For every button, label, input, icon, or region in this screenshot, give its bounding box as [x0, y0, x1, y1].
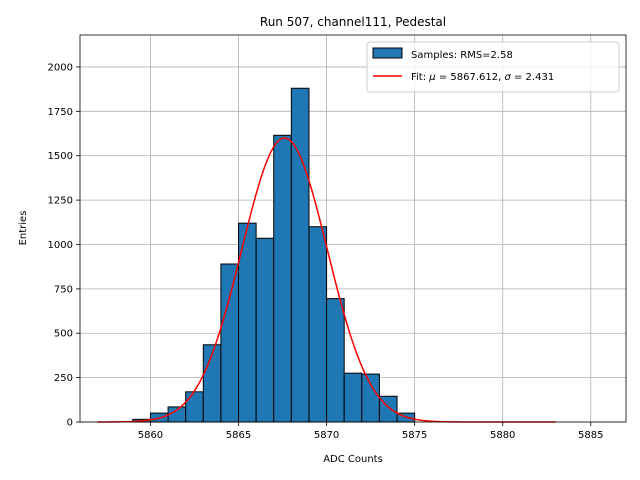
x-tick-label: 5875	[402, 430, 427, 441]
x-tick-label: 5860	[138, 430, 163, 441]
y-axis-label: Entries	[18, 211, 29, 246]
y-tick-label: 250	[54, 373, 73, 384]
x-tick-label: 5865	[226, 430, 251, 441]
legend-histogram-label: Samples: RMS=2.58	[411, 50, 513, 61]
histogram-bar	[290, 87, 310, 423]
x-axis-label: ADC Counts	[323, 454, 383, 465]
grid	[80, 35, 626, 423]
histogram-bar	[202, 344, 222, 423]
histogram-bar	[220, 263, 240, 423]
y-tick-label: 1000	[48, 240, 73, 251]
histogram-bar	[308, 226, 328, 423]
chart-title: Run 507, channel111, Pedestal	[260, 15, 446, 29]
legend-histogram-swatch	[372, 47, 403, 59]
histogram-bar	[273, 134, 292, 423]
legend: Samples: RMS=2.58 Fit: μ = 5867.612, σ =…	[366, 41, 620, 93]
legend-fit-mu-symbol: μ	[428, 72, 435, 83]
legend-fit-label: Fit: μ = 5867.612, σ = 2.431	[411, 72, 554, 83]
legend-fit-prefix: Fit:	[411, 72, 429, 83]
legend-fit-sigma-value: = 2.431	[511, 72, 554, 83]
y-tick-label: 1250	[48, 196, 73, 207]
x-tick-label: 5880	[490, 430, 515, 441]
y-tick-label: 2000	[48, 62, 73, 73]
y-tick-label: 1500	[48, 151, 73, 162]
histogram-bar	[255, 237, 275, 423]
y-tick-label: 500	[54, 329, 73, 340]
x-axis-ticks: 5860 5865 5870 5875 5880 5885	[138, 422, 604, 441]
legend-fit-mu-value: = 5867.612,	[436, 72, 505, 83]
legend-box	[366, 41, 620, 93]
y-tick-label: 0	[67, 418, 73, 429]
histogram-bars	[132, 87, 416, 423]
histogram-bar	[361, 373, 380, 423]
y-tick-label: 1750	[48, 107, 73, 118]
plot-frame	[79, 34, 627, 423]
histogram-bar	[343, 372, 363, 423]
histogram-bar	[185, 391, 204, 423]
legend-fit-sigma-symbol: σ	[504, 72, 511, 83]
x-tick-label: 5870	[314, 430, 339, 441]
y-axis-ticks: 0 250 500 750 1000 1250 1500 1750 2000	[48, 62, 80, 429]
x-tick-label: 5885	[578, 430, 603, 441]
histogram-bar	[326, 298, 345, 423]
y-tick-label: 750	[54, 284, 73, 295]
